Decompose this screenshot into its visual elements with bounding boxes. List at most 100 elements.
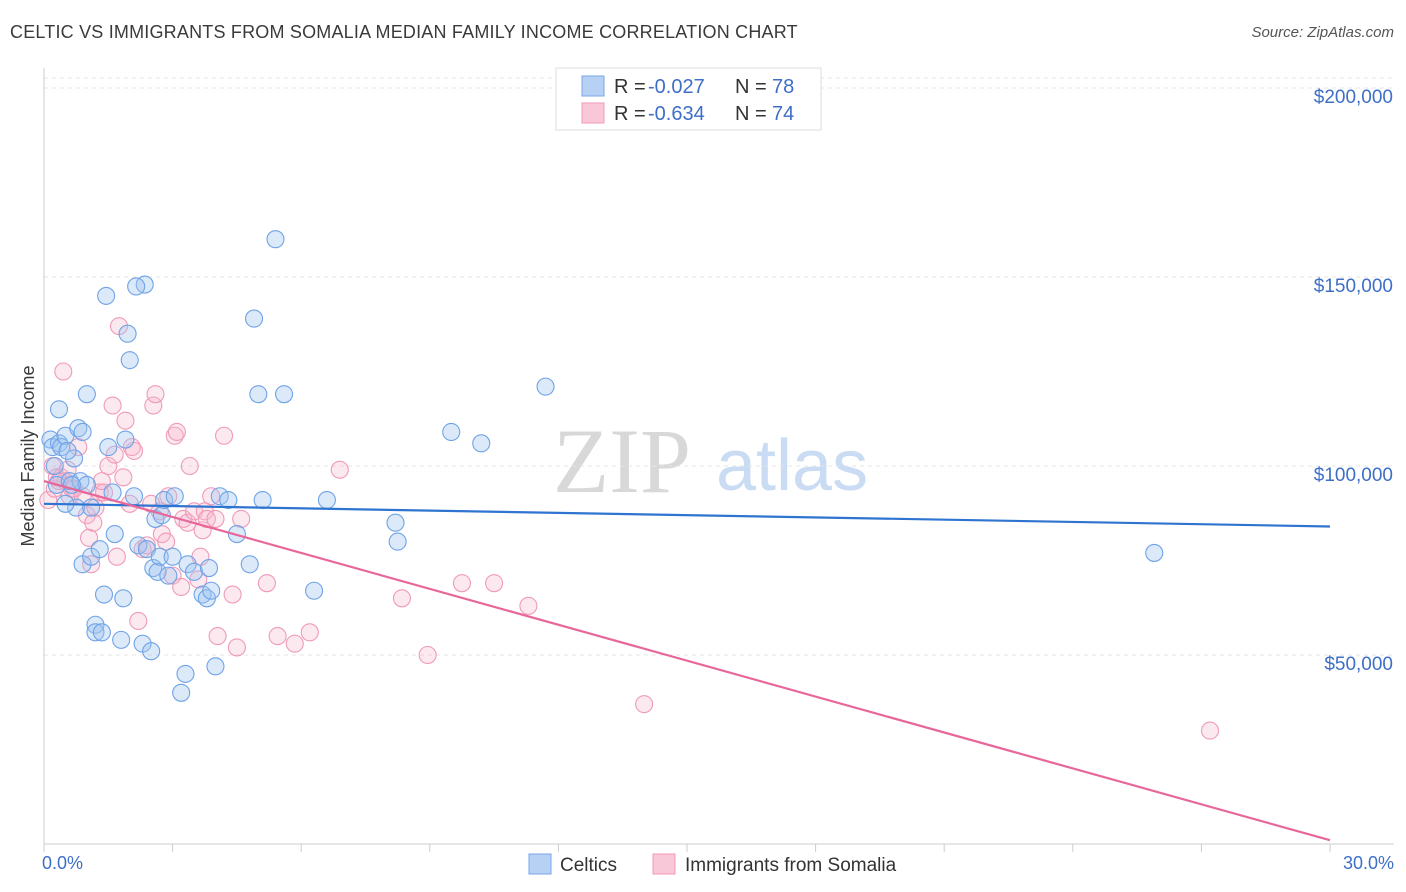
- x-tick-label-max: 30.0%: [1343, 853, 1394, 873]
- somalia-point: [116, 411, 135, 430]
- celtics-point: [58, 441, 77, 460]
- somalia-point: [114, 468, 133, 487]
- somalia-point: [232, 509, 251, 528]
- celtics-point: [120, 351, 139, 370]
- somalia-point: [223, 585, 242, 604]
- bottom-legend-somalia: Immigrants from Somalia: [685, 855, 897, 876]
- y-tick-label: $100,000: [1314, 465, 1393, 486]
- somalia-point: [144, 396, 163, 415]
- y-axis-label: Median Family Income: [18, 365, 38, 546]
- celtics-point: [275, 385, 294, 404]
- celtics-point: [442, 422, 461, 442]
- celtics-point: [49, 400, 69, 419]
- celtics-point: [118, 324, 137, 343]
- somalia-point: [86, 498, 105, 517]
- celtics-point: [73, 422, 92, 442]
- celtics-point: [148, 562, 167, 581]
- celtics-point: [105, 524, 124, 544]
- legend-n-value-1: 78: [772, 76, 794, 98]
- somalia-point: [418, 645, 437, 665]
- source-note: Source: ZipAtlas.com: [1251, 24, 1394, 41]
- celtics-point: [240, 555, 259, 574]
- somalia-point: [452, 574, 472, 593]
- celtics-point: [64, 449, 84, 468]
- celtics-point: [127, 277, 146, 296]
- axes: $50,000 $100,000 $150,000 $200,000: [43, 68, 1394, 852]
- somalia-point: [227, 638, 246, 657]
- celtics-point: [317, 490, 336, 510]
- somalia-point: [300, 623, 319, 642]
- celtics-point: [154, 490, 174, 510]
- celtics-point: [86, 623, 105, 642]
- celtics-point: [472, 434, 491, 453]
- celtics-point: [86, 615, 105, 634]
- legend-n-value-2: 74: [772, 103, 794, 125]
- somalia-point: [257, 574, 276, 593]
- y-tick-label: $200,000: [1314, 87, 1393, 108]
- celtics-point: [184, 562, 204, 581]
- somalia-point: [519, 596, 538, 615]
- legend-r-value-1: -0.027: [648, 76, 705, 98]
- celtics-point: [536, 377, 555, 396]
- bottom-legend-swatch-somalia: [652, 853, 676, 875]
- celtics-point: [219, 490, 238, 510]
- somalia-point: [208, 627, 227, 646]
- celtics-trend-line: [43, 502, 1331, 528]
- celtics-point: [388, 532, 407, 551]
- y-tick-label: $50,000: [1324, 654, 1393, 675]
- celtics-point: [210, 487, 229, 506]
- y-tick-label: $150,000: [1314, 276, 1393, 297]
- celtics-point: [244, 309, 264, 328]
- celtics-point: [45, 456, 64, 476]
- legend-box: R = -0.027 N = 78 R = -0.634 N = 74: [555, 67, 822, 131]
- celtics-point: [129, 536, 148, 555]
- celtics-point: [386, 513, 405, 532]
- trend-lines: [43, 480, 1331, 842]
- somalia-point: [167, 422, 186, 442]
- somalia-point: [84, 513, 103, 532]
- celtics-point: [178, 555, 197, 574]
- celtics-point: [266, 230, 285, 249]
- somalia-point: [485, 574, 504, 593]
- somalia-point: [79, 528, 99, 547]
- celtics-point: [82, 498, 101, 517]
- somalia-points: [39, 317, 1220, 740]
- celtics-point: [176, 664, 195, 683]
- celtics-point: [206, 657, 225, 676]
- somalia-point: [146, 385, 165, 404]
- celtics-points: [41, 230, 1164, 702]
- celtics-point: [116, 430, 135, 449]
- celtics-point: [202, 581, 221, 600]
- legend-swatch-celtics: [581, 75, 605, 97]
- somalia-point: [180, 456, 199, 476]
- legend-r-label-2: R =: [614, 103, 646, 125]
- somalia-point: [107, 547, 126, 566]
- celtics-point: [124, 487, 144, 506]
- celtics-point: [249, 385, 268, 404]
- somalia-point: [635, 695, 654, 714]
- legend-r-value-2: -0.634: [648, 103, 705, 125]
- bottom-legend: Celtics Immigrants from Somalia: [528, 853, 897, 876]
- watermark-zip: ZIP: [553, 410, 691, 512]
- celtics-point: [90, 540, 109, 559]
- celtics-point: [305, 581, 324, 600]
- celtics-point: [114, 589, 133, 608]
- legend-n-label-1: N =: [735, 76, 767, 98]
- celtics-point: [142, 642, 161, 661]
- somalia-point: [105, 445, 124, 464]
- chart-title: CELTIC VS IMMIGRANTS FROM SOMALIA MEDIAN…: [10, 22, 798, 42]
- somalia-point: [214, 426, 234, 445]
- celtics-point: [159, 566, 178, 585]
- bottom-legend-swatch-celtics: [528, 853, 552, 875]
- celtics-point: [163, 547, 182, 566]
- celtics-point: [99, 438, 118, 457]
- bottom-legend-celtics: Celtics: [560, 855, 617, 876]
- somalia-point: [92, 472, 111, 491]
- celtics-point: [97, 286, 116, 305]
- somalia-point: [172, 577, 191, 597]
- legend-n-label-2: N =: [735, 103, 767, 125]
- celtics-point: [165, 487, 184, 506]
- somalia-point: [103, 396, 122, 415]
- celtics-point: [94, 585, 114, 604]
- somalia-point: [268, 627, 287, 646]
